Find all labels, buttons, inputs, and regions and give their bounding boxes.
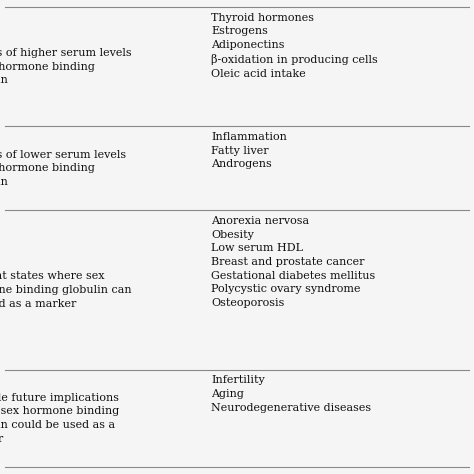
Text: Thyroid hormones
Estrogens
Adiponectins
β-oxidation in producing cells
Oleic aci: Thyroid hormones Estrogens Adiponectins … <box>211 13 378 79</box>
Text: Inflammation
Fatty liver
Androgens: Inflammation Fatty liver Androgens <box>211 132 287 169</box>
Text: Causes of higher serum levels
of sex hormone binding
globulin: Causes of higher serum levels of sex hor… <box>0 48 132 85</box>
Text: Anorexia nervosa
Obesity
Low serum HDL
Breast and prostate cancer
Gestational di: Anorexia nervosa Obesity Low serum HDL B… <box>211 216 375 308</box>
Text: Possible future implications
where sex hormone binding
globulin could be used as: Possible future implications where sex h… <box>0 393 119 444</box>
Text: Infertility
Aging
Neurodegenerative diseases: Infertility Aging Neurodegenerative dise… <box>211 375 371 412</box>
Text: Causes of lower serum levels
of sex hormone binding
globulin: Causes of lower serum levels of sex horm… <box>0 150 126 187</box>
Text: Current states where sex
hormone binding globulin can
be used as a marker: Current states where sex hormone binding… <box>0 272 132 309</box>
